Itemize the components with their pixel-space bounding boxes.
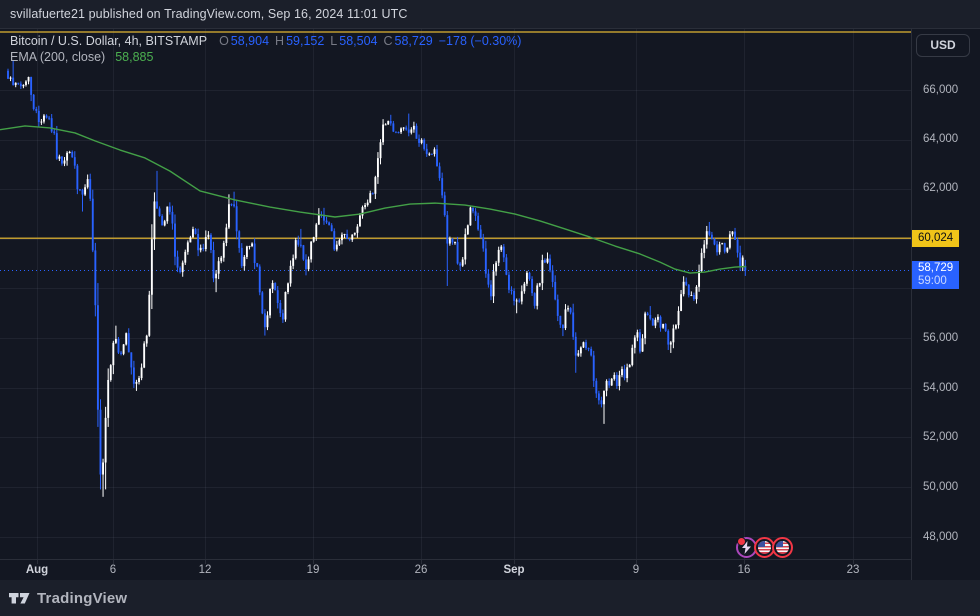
chart-widget: Bitcoin / U.S. Dollar, 4h, BITSTAMP O 58…	[0, 28, 980, 580]
time-tick: 12	[198, 564, 212, 576]
tradingview-logo[interactable]	[9, 590, 30, 607]
indicator-legend-row: EMA (200, close) 58,885	[10, 49, 521, 65]
time-tick: 16	[737, 564, 751, 576]
indicator-value: 58,885	[115, 50, 154, 64]
symbol-title[interactable]: Bitcoin / U.S. Dollar, 4h, BITSTAMP	[10, 34, 208, 48]
price-tick: 56,000	[923, 332, 959, 344]
time-tick-mark	[37, 560, 38, 564]
lightning-icon	[742, 541, 751, 554]
time-tick: Aug	[25, 564, 49, 576]
time-tick: 6	[109, 564, 117, 576]
price-tick: 54,000	[923, 382, 959, 394]
currency-button[interactable]: USD	[916, 34, 970, 57]
indicator-name[interactable]: EMA (200, close)	[10, 50, 106, 64]
time-tick: 19	[306, 564, 320, 576]
time-tick-mark	[744, 560, 745, 564]
time-tick: Sep	[503, 564, 525, 576]
attribution-footer: TradingView	[0, 580, 980, 616]
chart-pane[interactable]: Bitcoin / U.S. Dollar, 4h, BITSTAMP O 58…	[0, 29, 911, 559]
time-tick-mark	[853, 560, 854, 564]
us-flag-icon	[758, 541, 771, 554]
price-tick: 62,000	[923, 182, 959, 194]
time-tick: 9	[632, 564, 640, 576]
price-tick: 50,000	[923, 481, 959, 493]
time-tick-mark	[205, 560, 206, 564]
high-label: H	[275, 34, 285, 48]
timeline-event-badges	[736, 537, 793, 559]
time-tick-mark	[313, 560, 314, 564]
price-axis[interactable]: USD 60,024 58,729 59:00 66,000 64,000 62,0…	[911, 29, 980, 580]
price-tick: 52,000	[923, 431, 959, 443]
change-value: −178 (−0.30%)	[438, 34, 522, 48]
notification-dot	[737, 537, 746, 546]
us-economic-event-icon-2[interactable]	[772, 537, 793, 558]
publish-info-bar: svillafuerte21 published on TradingView.…	[0, 0, 980, 28]
high-value: 59,152	[286, 34, 325, 48]
current-price-value: 58,729	[918, 262, 954, 274]
time-tick-mark	[636, 560, 637, 564]
time-tick: 23	[846, 564, 860, 576]
time-tick: 26	[414, 564, 428, 576]
low-label: L	[330, 34, 338, 48]
us-flag-icon	[776, 541, 789, 554]
time-tick-mark	[113, 560, 114, 564]
price-tick: 64,000	[923, 133, 959, 145]
close-label: C	[383, 34, 393, 48]
bar-countdown: 59:00	[918, 275, 947, 287]
open-label: O	[219, 34, 229, 48]
low-value: 58,504	[339, 34, 378, 48]
open-value: 58,904	[230, 34, 270, 48]
tradingview-brand-text[interactable]: TradingView	[37, 589, 128, 607]
candlestick-chart[interactable]	[0, 29, 911, 559]
hline-price-label[interactable]: 60,024	[912, 230, 960, 247]
publish-info-text: svillafuerte21 published on TradingView.…	[10, 7, 408, 21]
us-economic-event-icon-1[interactable]	[754, 537, 775, 558]
chart-legend: Bitcoin / U.S. Dollar, 4h, BITSTAMP O 58…	[10, 33, 521, 65]
close-value: 58,729	[394, 34, 433, 48]
time-tick-mark	[514, 560, 515, 564]
time-axis[interactable]: Aug 6 12 19 26 Sep 9 16 23	[0, 559, 911, 580]
symbol-legend-row: Bitcoin / U.S. Dollar, 4h, BITSTAMP O 58…	[10, 33, 521, 49]
time-tick-mark	[421, 560, 422, 564]
current-price-label: 58,729 59:00	[912, 261, 960, 289]
price-tick: 66,000	[923, 84, 959, 96]
price-tick: 48,000	[923, 531, 959, 543]
